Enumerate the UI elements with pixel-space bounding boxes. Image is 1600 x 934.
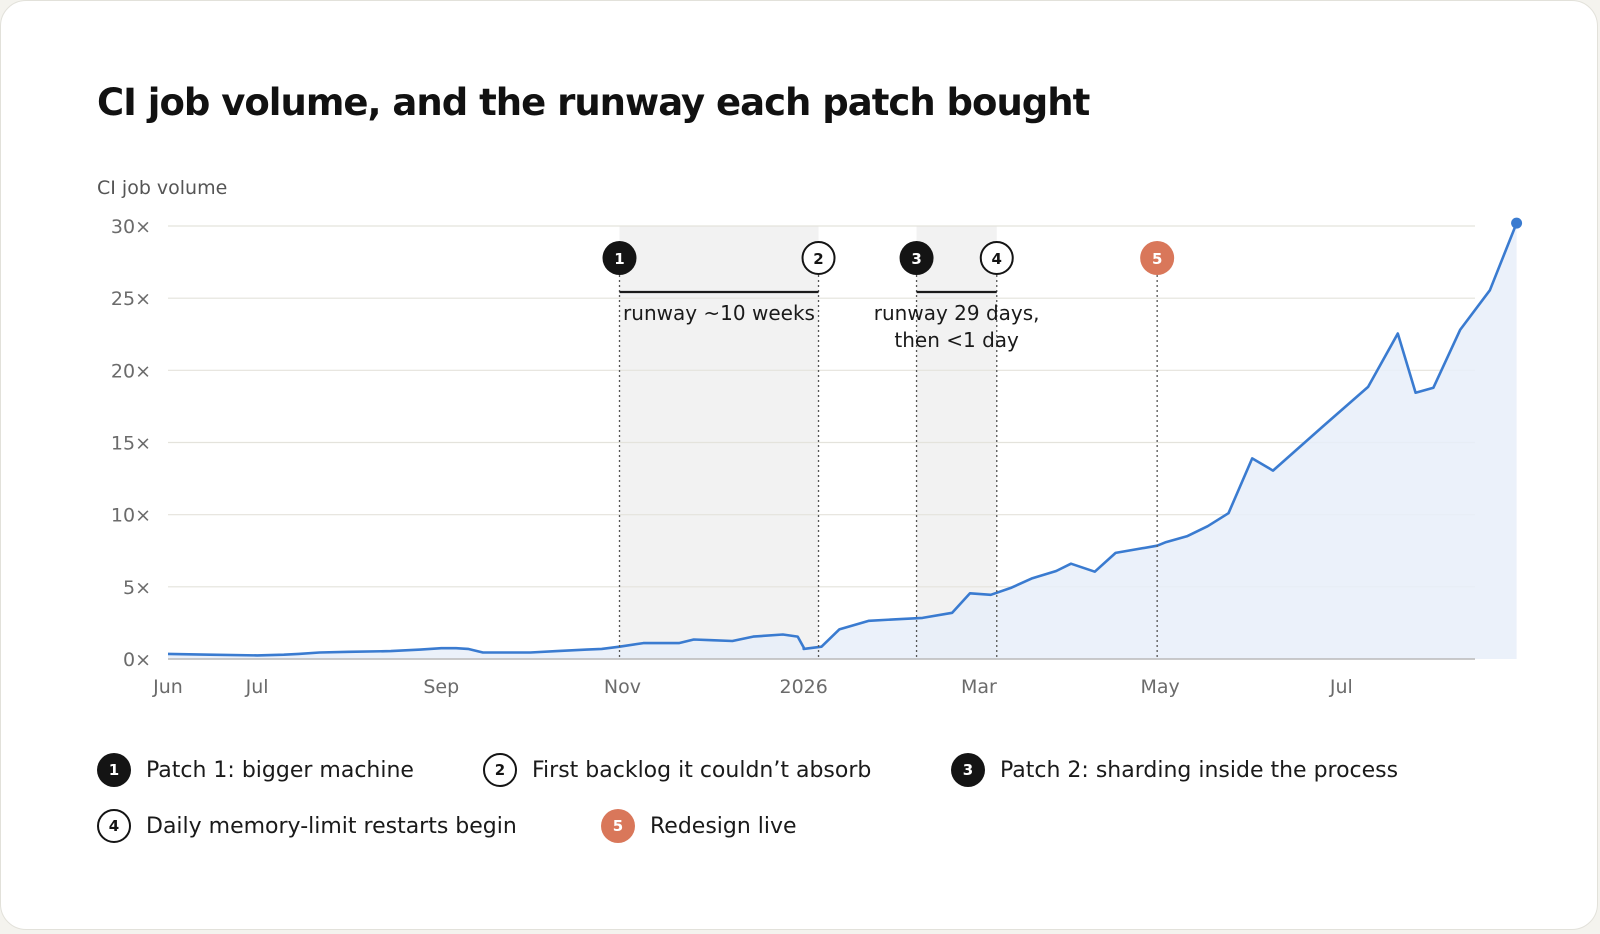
x-tick-label: Jul xyxy=(245,676,269,698)
legend-item-5: 5 Redesign live xyxy=(601,809,797,843)
legend-item-3: 3 Patch 2: sharding inside the process xyxy=(951,753,1398,787)
legend-label-4: Daily memory-limit restarts begin xyxy=(146,813,517,839)
x-tick-label: Nov xyxy=(604,676,641,698)
legend-label-2: First backlog it couldn’t absorb xyxy=(532,757,872,783)
x-tick-label: Sep xyxy=(423,676,459,698)
volume-area xyxy=(168,223,1517,659)
y-tick-label: 0× xyxy=(123,649,151,671)
event-marker-label: 2 xyxy=(813,250,823,268)
runway-annotation-2: then <1 day xyxy=(894,328,1019,352)
y-tick-label: 5× xyxy=(123,577,151,599)
legend-item-2: 2 First backlog it couldn’t absorb xyxy=(483,753,871,787)
x-tick-label: Mar xyxy=(961,676,997,698)
y-tick-label: 10× xyxy=(111,505,151,527)
event-marker-3-icon: 3 xyxy=(951,753,985,787)
runway-annotation-2: runway 29 days, xyxy=(874,301,1040,325)
event-marker-5-icon: 5 xyxy=(601,809,635,843)
legend-item-1: 1 Patch 1: bigger machine xyxy=(97,753,414,787)
legend-item-4: 4 Daily memory-limit restarts begin xyxy=(97,809,517,843)
event-marker-1 xyxy=(602,241,637,275)
event-marker-3 xyxy=(899,241,934,275)
chart-plot: 0× 5× 10× 15× 20× 25× 30× CI job volume Jun Jul Se… xyxy=(97,177,1523,698)
event-marker-5 xyxy=(1140,241,1175,275)
y-tick-label: 30× xyxy=(111,216,151,238)
x-tick-label: 2026 xyxy=(779,676,827,698)
x-tick-label: May xyxy=(1140,676,1179,698)
event-marker-1-icon: 1 xyxy=(97,753,131,787)
event-marker-label: 5 xyxy=(1152,250,1162,268)
event-marker-2-icon: 2 xyxy=(483,753,517,787)
event-marker-2 xyxy=(801,241,836,275)
x-tick-label: Jul xyxy=(1329,676,1353,698)
legend-label-1: Patch 1: bigger machine xyxy=(146,757,414,783)
event-marker-label: 3 xyxy=(911,250,921,268)
chart-title: CI job volume, and the runway each patch… xyxy=(97,81,1090,124)
y-tick-label: 25× xyxy=(111,288,151,310)
x-tick-label: Jun xyxy=(152,676,183,698)
event-marker-4-icon: 4 xyxy=(97,809,131,843)
event-marker-label: 1 xyxy=(614,250,624,268)
event-marker-4 xyxy=(979,241,1014,275)
legend-label-5: Redesign live xyxy=(650,813,797,839)
latest-point xyxy=(1511,217,1523,229)
y-tick-label: 20× xyxy=(111,360,151,382)
event-marker-label: 4 xyxy=(992,250,1002,268)
legend-label-3: Patch 2: sharding inside the process xyxy=(1000,757,1399,783)
volume-line xyxy=(167,222,1518,657)
runway-annotation-1: runway ~10 weeks xyxy=(623,301,815,325)
y-axis-title: CI job volume xyxy=(97,177,227,199)
y-tick-label: 15× xyxy=(111,433,151,455)
